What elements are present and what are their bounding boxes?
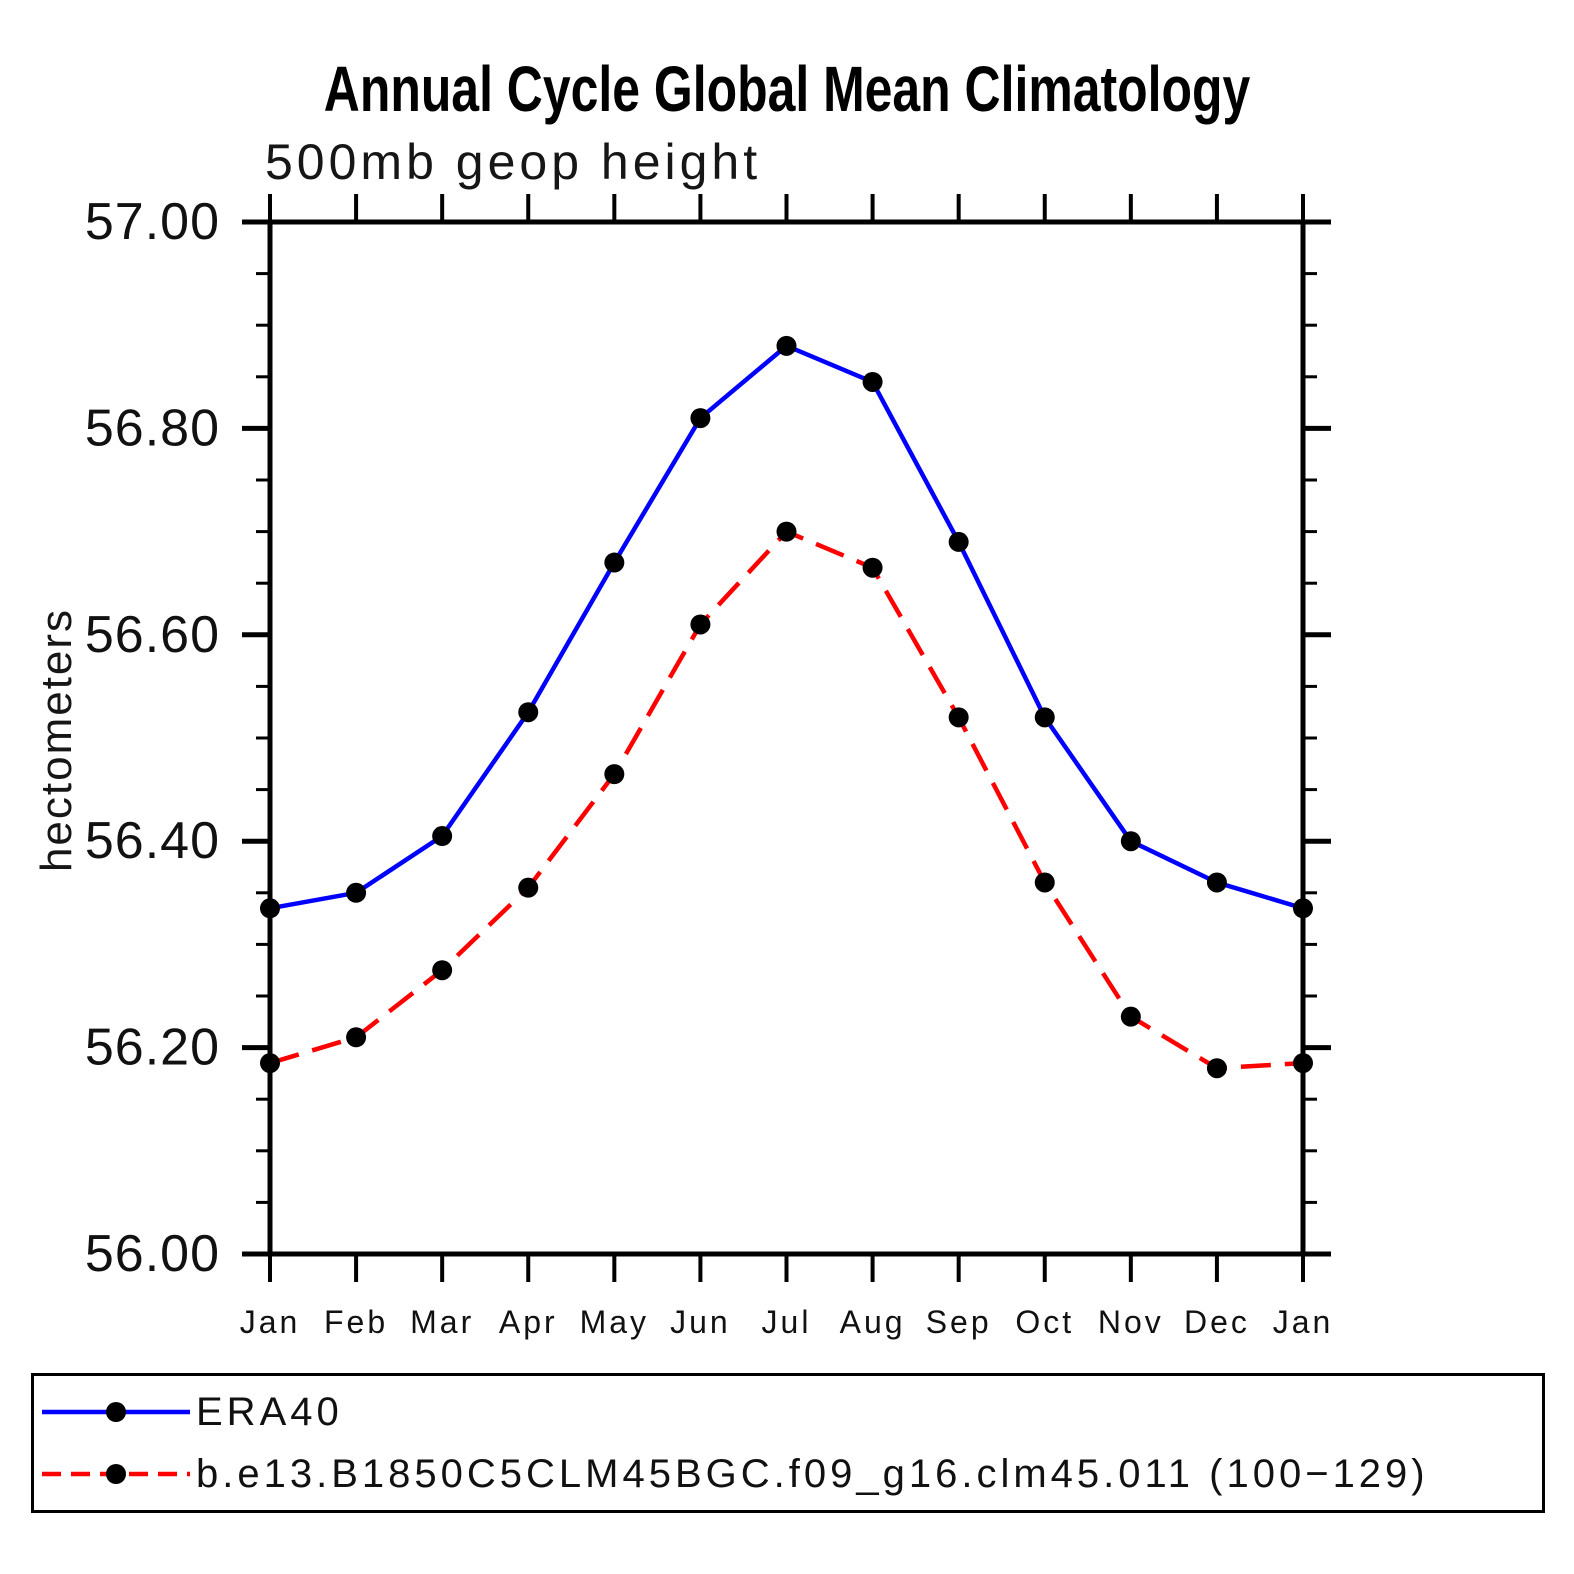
chart-subtitle: 500mb geop height (265, 134, 762, 190)
x-tick-label: Jan (240, 1304, 301, 1340)
legend-item-label: ERA40 (196, 1390, 343, 1434)
data-point-marker (432, 960, 453, 981)
legend-marker-icon (106, 1402, 126, 1422)
data-point-marker (948, 531, 969, 552)
series-line-0 (269, 343, 1304, 911)
data-point-marker (1034, 872, 1055, 893)
x-tick-label: Feb (324, 1304, 388, 1340)
y-tick-label: 57.00 (85, 193, 220, 251)
legend: ERA40 b.e13.B1850C5CLM45BGC.f09_g16.clm45… (31, 1373, 1545, 1513)
data-point-marker (604, 764, 625, 785)
x-tick-label: Jan (1273, 1304, 1334, 1340)
plot-box (267, 219, 1306, 1257)
data-point-marker (346, 882, 367, 903)
x-tick-label: Nov (1098, 1304, 1164, 1340)
data-point-marker (1293, 1053, 1313, 1074)
data-point-marker (862, 557, 883, 578)
x-tick-label: Jul (762, 1304, 812, 1340)
y-tick-label: 56.00 (85, 1225, 220, 1283)
data-point-marker (260, 1053, 280, 1074)
data-point-marker (862, 371, 883, 392)
data-point-marker (432, 826, 453, 847)
data-point-marker (518, 702, 539, 723)
series-line-1 (269, 528, 1304, 1071)
legend-line-sample (42, 1402, 190, 1422)
data-point-marker (690, 408, 711, 429)
data-point-marker (1206, 1058, 1227, 1079)
data-point-marker (1120, 831, 1141, 852)
x-tick-label: Aug (840, 1304, 906, 1340)
y-tick-label: 56.60 (85, 606, 220, 664)
data-point-marker (1034, 707, 1055, 728)
data-point-marker (776, 521, 797, 542)
legend-line-sample (42, 1464, 190, 1484)
legend-item-0: ERA40 (42, 1381, 1542, 1443)
legend-item-1: b.e13.B1850C5CLM45BGC.f09_g16.clm45.011 … (42, 1443, 1542, 1505)
data-point-marker (1120, 1006, 1141, 1027)
x-tick-label: Jun (670, 1304, 731, 1340)
data-point-marker (1206, 872, 1227, 893)
x-tick-label: Mar (410, 1304, 474, 1340)
chart-title: Annual Cycle Global Mean Climatology (323, 53, 1251, 125)
x-tick-label: Dec (1184, 1304, 1250, 1340)
data-point-marker (604, 552, 625, 573)
data-point-marker (948, 707, 969, 728)
x-tick-label: Sep (926, 1304, 992, 1340)
data-point-marker (260, 898, 280, 919)
x-tick-label: Oct (1015, 1304, 1074, 1340)
data-point-marker (518, 877, 539, 898)
legend-item-label: b.e13.B1850C5CLM45BGC.f09_g16.clm45.011 … (196, 1452, 1429, 1496)
data-point-marker (1293, 898, 1313, 919)
x-tick-label: Apr (499, 1304, 558, 1340)
data-point-marker (776, 335, 797, 356)
x-tick-label: May (580, 1304, 649, 1340)
legend-marker-icon (106, 1464, 126, 1484)
y-tick-label: 56.80 (85, 399, 220, 457)
y-tick-label: 56.20 (85, 1019, 220, 1077)
y-tick-label: 56.40 (85, 812, 220, 870)
data-point-marker (346, 1027, 367, 1048)
data-point-marker (690, 614, 711, 635)
